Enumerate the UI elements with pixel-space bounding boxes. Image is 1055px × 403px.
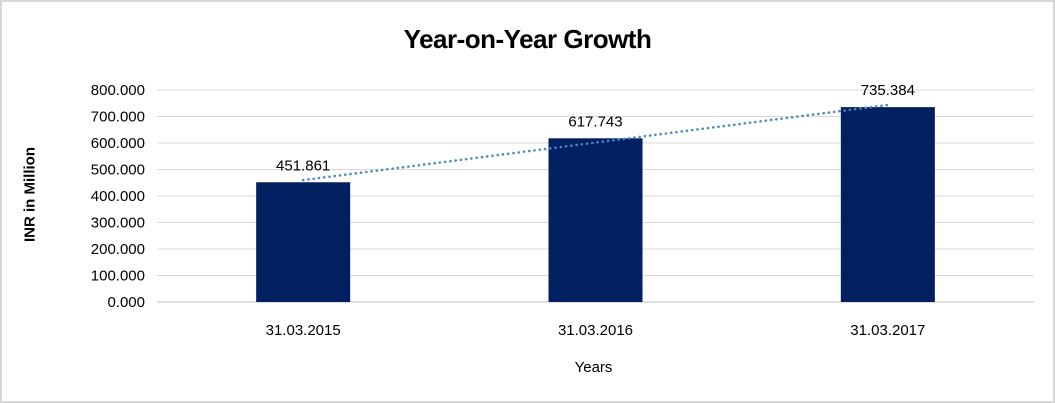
- bar-data-label: 617.743: [568, 113, 622, 130]
- y-tick-label: 600.000: [91, 135, 145, 152]
- y-tick-label: 500.000: [91, 162, 145, 179]
- bar-data-label: 451.861: [276, 157, 330, 174]
- y-tick-label: 800.000: [91, 82, 145, 99]
- y-tick-label: 200.000: [91, 241, 145, 258]
- y-tick-label: 700.000: [91, 109, 145, 126]
- bar: [548, 138, 643, 302]
- x-axis-title: Years: [574, 359, 613, 376]
- y-tick-label: 100.000: [91, 268, 145, 285]
- y-tick-label: 0.000: [107, 294, 145, 311]
- y-tick-label: 300.000: [91, 215, 145, 232]
- bar: [840, 107, 935, 303]
- chart-title: Year-on-Year Growth: [403, 24, 652, 54]
- bar: [256, 182, 351, 302]
- y-tick-label: 400.000: [91, 188, 145, 205]
- x-tick-label: 31.03.2016: [558, 322, 633, 339]
- bar-data-label: 735.384: [861, 82, 915, 99]
- x-tick-label: 31.03.2015: [266, 322, 341, 339]
- x-tick-label: 31.03.2017: [850, 322, 925, 339]
